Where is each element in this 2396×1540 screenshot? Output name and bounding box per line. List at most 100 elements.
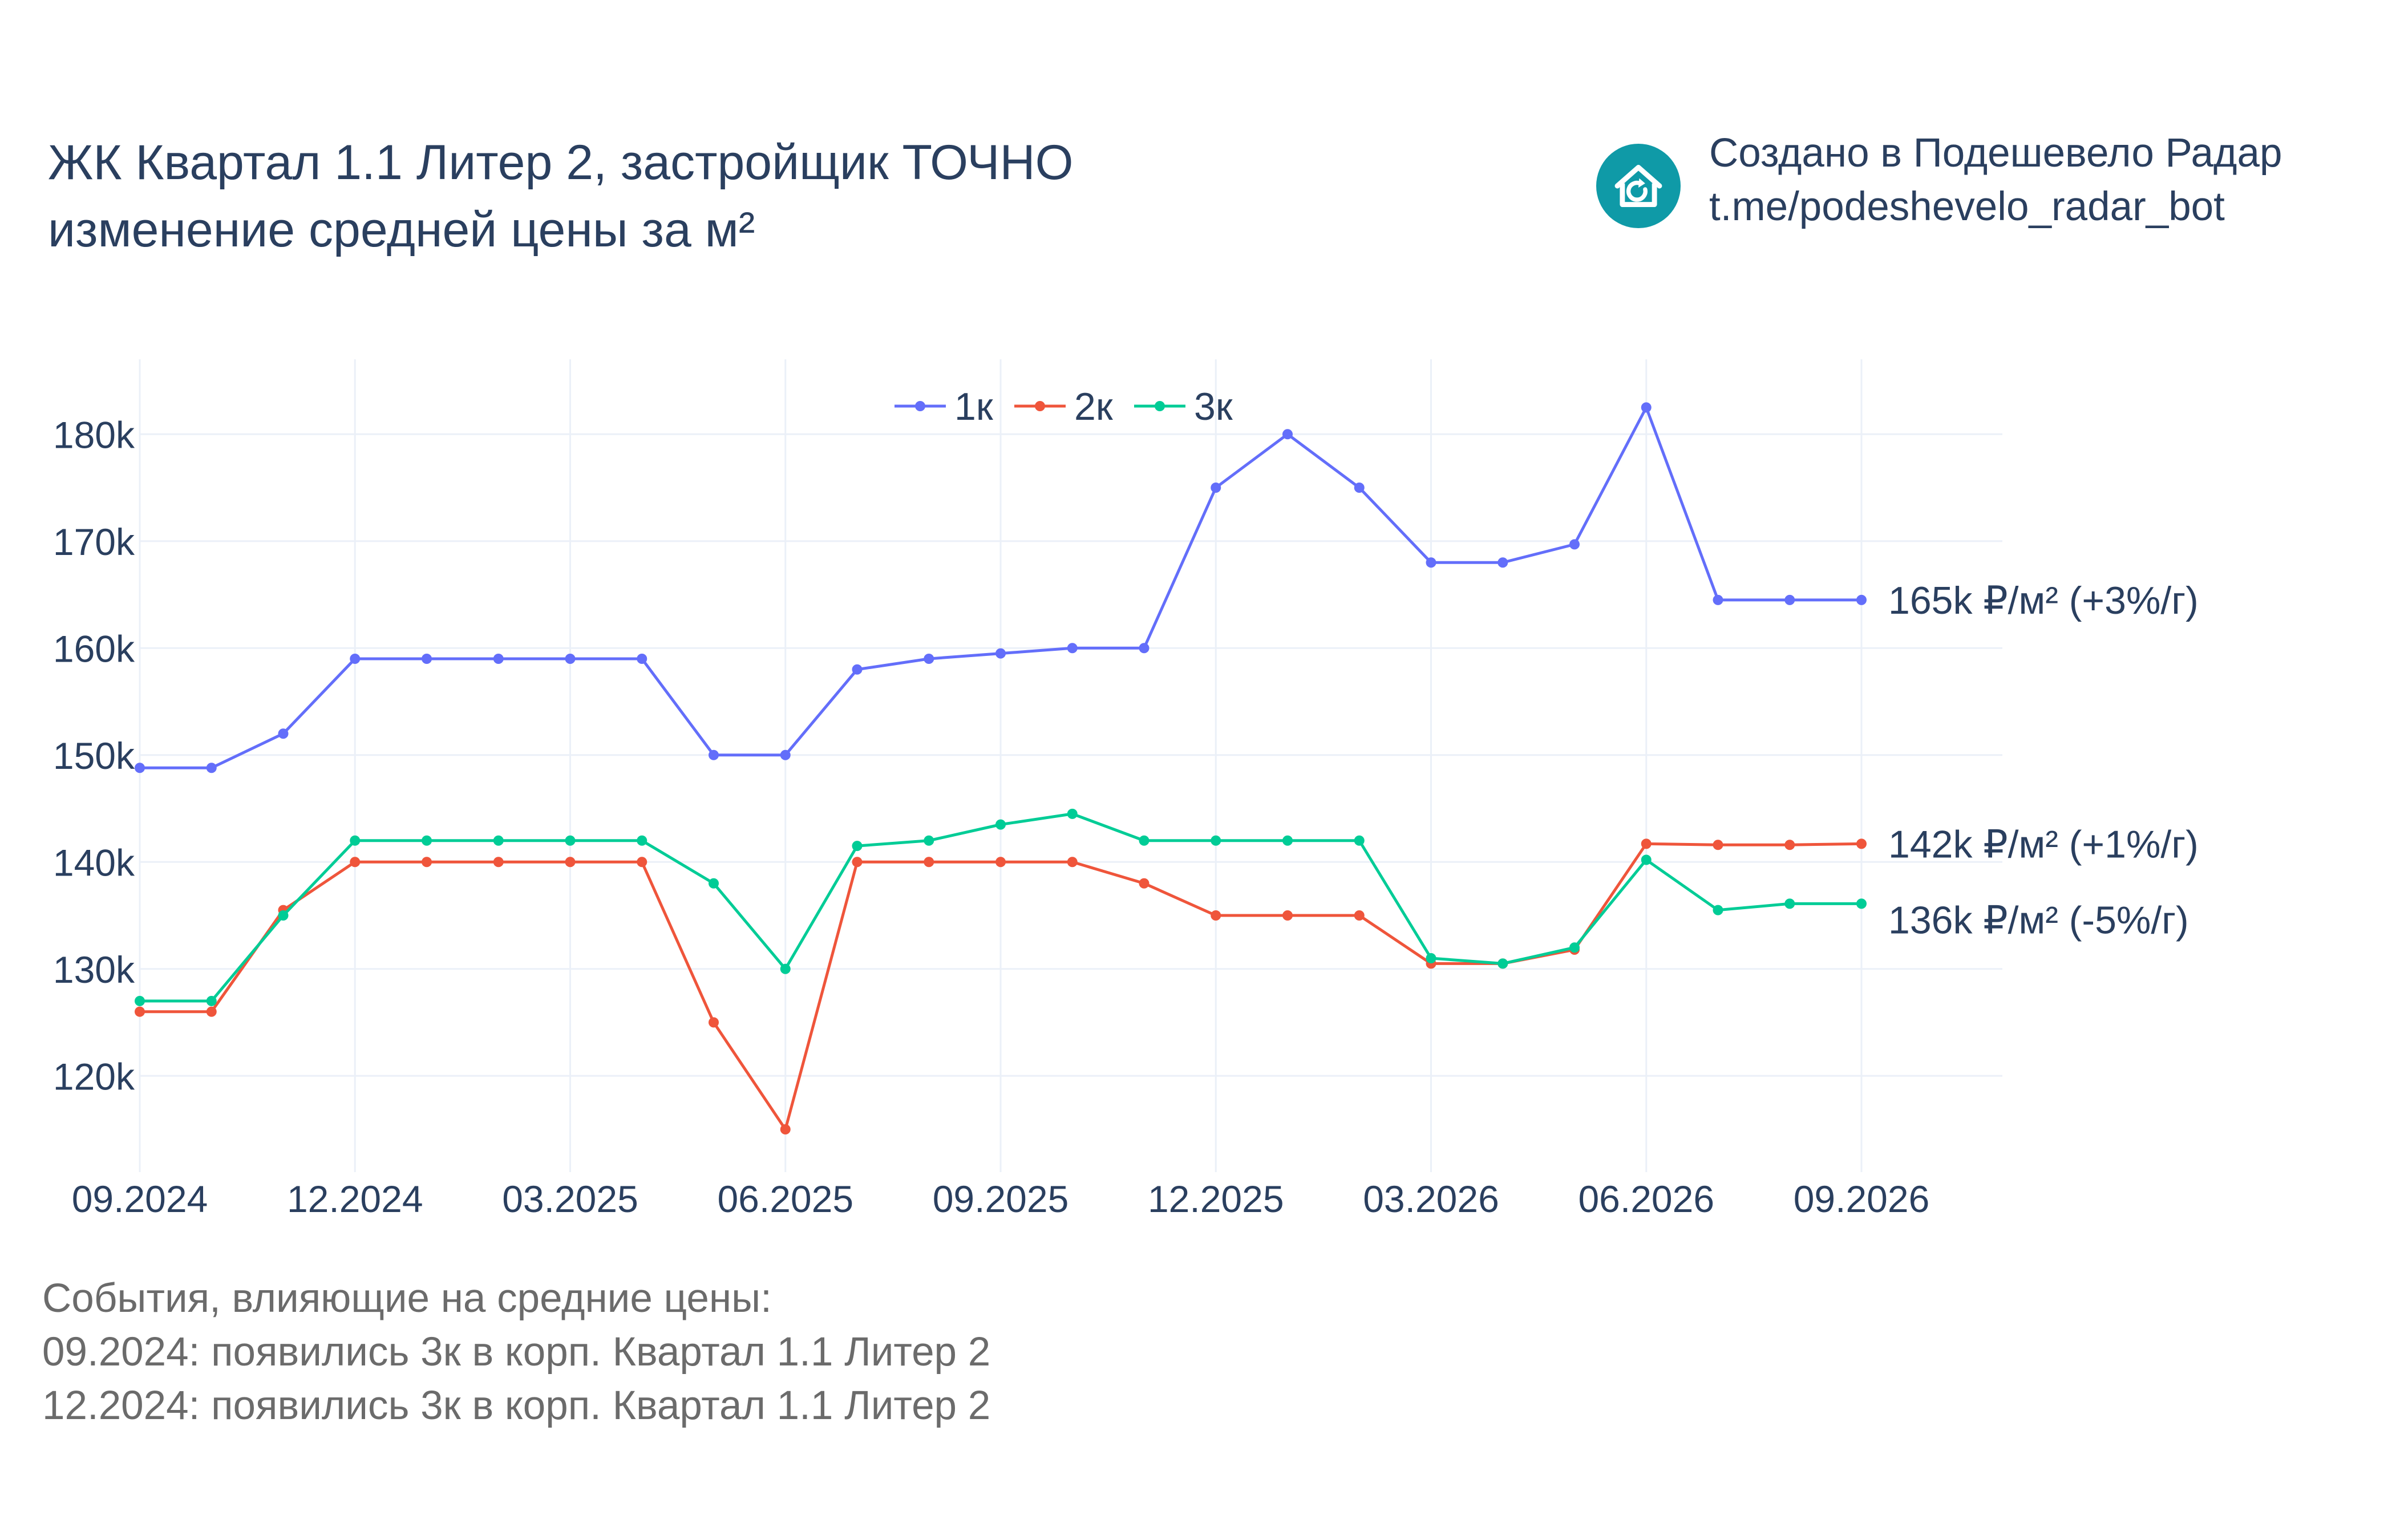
events-notes: События, влияющие на средние цены: 09.20… (42, 1272, 990, 1433)
data-point (206, 1006, 217, 1017)
data-point (1211, 835, 1221, 846)
y-tick-label: 120k (53, 1055, 135, 1097)
house-refresh-icon[interactable] (1596, 144, 1681, 228)
data-point (135, 763, 145, 773)
data-point (350, 835, 361, 846)
data-point (135, 996, 145, 1006)
x-tick-label: 03.2025 (502, 1178, 638, 1220)
data-point (422, 654, 432, 664)
data-point (1856, 838, 1867, 849)
data-point (1713, 905, 1723, 915)
chart-title: ЖК Квартал 1.1 Литер 2, застройщик ТОЧНО… (48, 129, 1073, 264)
data-point (709, 1017, 719, 1028)
data-point (1641, 854, 1652, 865)
data-point (1784, 594, 1795, 605)
data-point (493, 857, 504, 868)
data-point (493, 654, 504, 664)
data-point (1713, 840, 1723, 850)
data-point (995, 857, 1006, 868)
data-point (780, 1124, 791, 1134)
data-point (1784, 840, 1795, 850)
legend-marker (1035, 401, 1045, 411)
x-tick-label: 03.2026 (1363, 1178, 1499, 1220)
y-tick-label: 150k (53, 735, 135, 777)
legend-marker (915, 401, 925, 411)
y-tick-label: 180k (53, 414, 135, 456)
title-line-2: изменение средней цены за м² (48, 202, 755, 257)
data-point (135, 1006, 145, 1017)
data-point (1426, 557, 1436, 568)
data-point (637, 857, 647, 868)
data-point (350, 857, 361, 868)
x-tick-label: 12.2025 (1148, 1178, 1284, 1220)
data-point (1713, 594, 1723, 605)
data-point (709, 749, 719, 760)
data-point (493, 835, 504, 846)
data-point (1139, 643, 1150, 654)
data-point (1498, 958, 1508, 969)
data-point (565, 835, 576, 846)
data-point (1354, 835, 1365, 846)
x-tick-label: 09.2024 (72, 1178, 208, 1220)
data-point (1139, 835, 1150, 846)
data-point (1282, 835, 1293, 846)
data-point (852, 857, 863, 868)
data-point (278, 728, 289, 739)
legend-label: 1к (954, 385, 994, 428)
y-tick-label: 140k (53, 841, 135, 884)
line-chart: 120k 130k 140k 150k 160k 170k 180k 09.2024 12.20… (53, 359, 2199, 1220)
data-point (1641, 838, 1652, 849)
data-point (852, 841, 863, 852)
end-label: 165k ₽/м² (+3%/г) (1888, 579, 2199, 622)
title-line-1: ЖК Квартал 1.1 Литер 2, застройщик ТОЧНО (48, 135, 1074, 190)
credit-link[interactable]: t.me/podeshevelo_radar_bot (1709, 184, 2225, 229)
data-point (1211, 910, 1221, 921)
events-heading: События, влияющие на средние цены: (42, 1276, 772, 1321)
data-point (1067, 643, 1078, 654)
data-point (637, 835, 647, 846)
y-tick-label: 170k (53, 521, 135, 563)
data-point (422, 835, 432, 846)
legend-label: 2к (1074, 385, 1114, 428)
data-point (924, 654, 934, 664)
data-point (278, 910, 289, 921)
data-point (1211, 483, 1221, 493)
data-point (852, 664, 863, 675)
data-point (780, 963, 791, 974)
data-point (1282, 910, 1293, 921)
x-tick-label: 06.2025 (717, 1178, 853, 1220)
data-point (206, 763, 217, 773)
data-point (709, 878, 719, 889)
data-point (1067, 808, 1078, 819)
data-point (1856, 594, 1867, 605)
data-point (924, 835, 934, 846)
x-tick-label: 06.2026 (1578, 1178, 1714, 1220)
data-point (1354, 483, 1365, 493)
y-tick-label: 160k (53, 627, 135, 670)
credit: Создано в Подешевело Радар t.me/podeshev… (1709, 127, 2282, 234)
data-point (1641, 402, 1652, 413)
x-tick-label: 09.2026 (1794, 1178, 1930, 1220)
data-point (565, 654, 576, 664)
data-point (1569, 539, 1580, 550)
data-point (206, 996, 217, 1006)
data-point (350, 654, 361, 664)
credit-line-1: Создано в Подешевело Радар (1709, 131, 2282, 176)
x-tick-label: 12.2024 (287, 1178, 423, 1220)
data-point (924, 857, 934, 868)
data-point (995, 819, 1006, 830)
data-point (422, 857, 432, 868)
legend: 1к 2к 3к (895, 385, 1233, 428)
data-point (1784, 898, 1795, 909)
data-point (780, 749, 791, 760)
data-point (1139, 878, 1150, 889)
event-item: 09.2024: появились 3к в корп. Квартал 1.… (42, 1330, 991, 1375)
legend-marker (1155, 401, 1165, 411)
event-item: 12.2024: появились 3к в корп. Квартал 1.… (42, 1383, 991, 1428)
legend-label: 3к (1194, 385, 1233, 428)
data-point (1282, 429, 1293, 440)
data-point (995, 648, 1006, 659)
data-point (1569, 942, 1580, 953)
data-point (1856, 898, 1867, 909)
y-tick-label: 130k (53, 949, 135, 991)
